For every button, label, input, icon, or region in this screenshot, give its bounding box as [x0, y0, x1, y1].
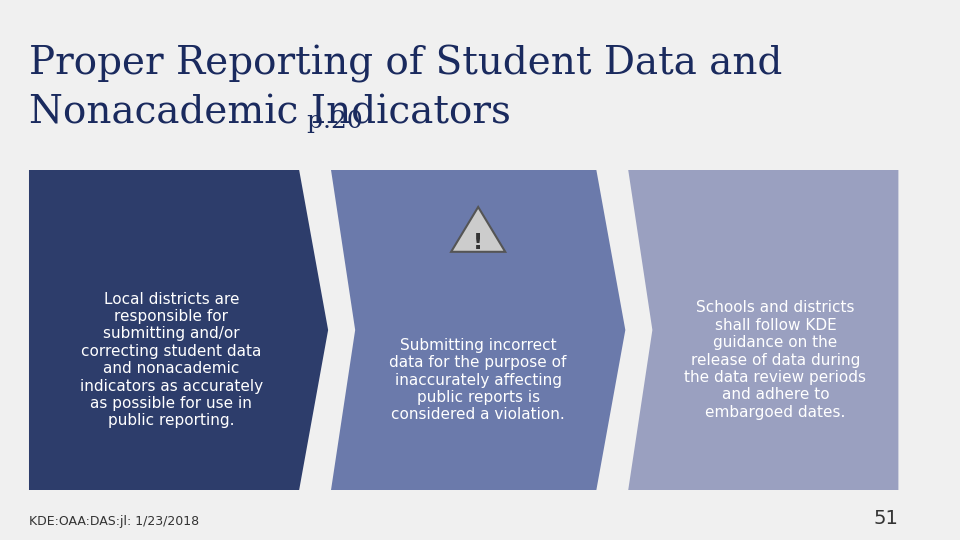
- Text: Submitting incorrect
data for the purpose of
inaccurately affecting
public repor: Submitting incorrect data for the purpos…: [390, 338, 566, 422]
- Text: !: !: [473, 233, 483, 253]
- Polygon shape: [628, 170, 899, 490]
- Text: Nonacademic Indicators: Nonacademic Indicators: [29, 95, 511, 132]
- Polygon shape: [331, 170, 625, 490]
- Polygon shape: [29, 170, 328, 490]
- Text: KDE:OAA:DAS:jl: 1/23/2018: KDE:OAA:DAS:jl: 1/23/2018: [29, 515, 199, 528]
- Text: 51: 51: [874, 509, 899, 528]
- Text: Schools and districts
shall follow KDE
guidance on the
release of data during
th: Schools and districts shall follow KDE g…: [684, 300, 866, 420]
- Text: Proper Reporting of Student Data and: Proper Reporting of Student Data and: [29, 45, 782, 83]
- Text: p.20: p.20: [300, 110, 363, 133]
- Text: Local districts are
responsible for
submitting and/or
correcting student data
an: Local districts are responsible for subm…: [80, 292, 263, 428]
- Polygon shape: [451, 207, 505, 252]
